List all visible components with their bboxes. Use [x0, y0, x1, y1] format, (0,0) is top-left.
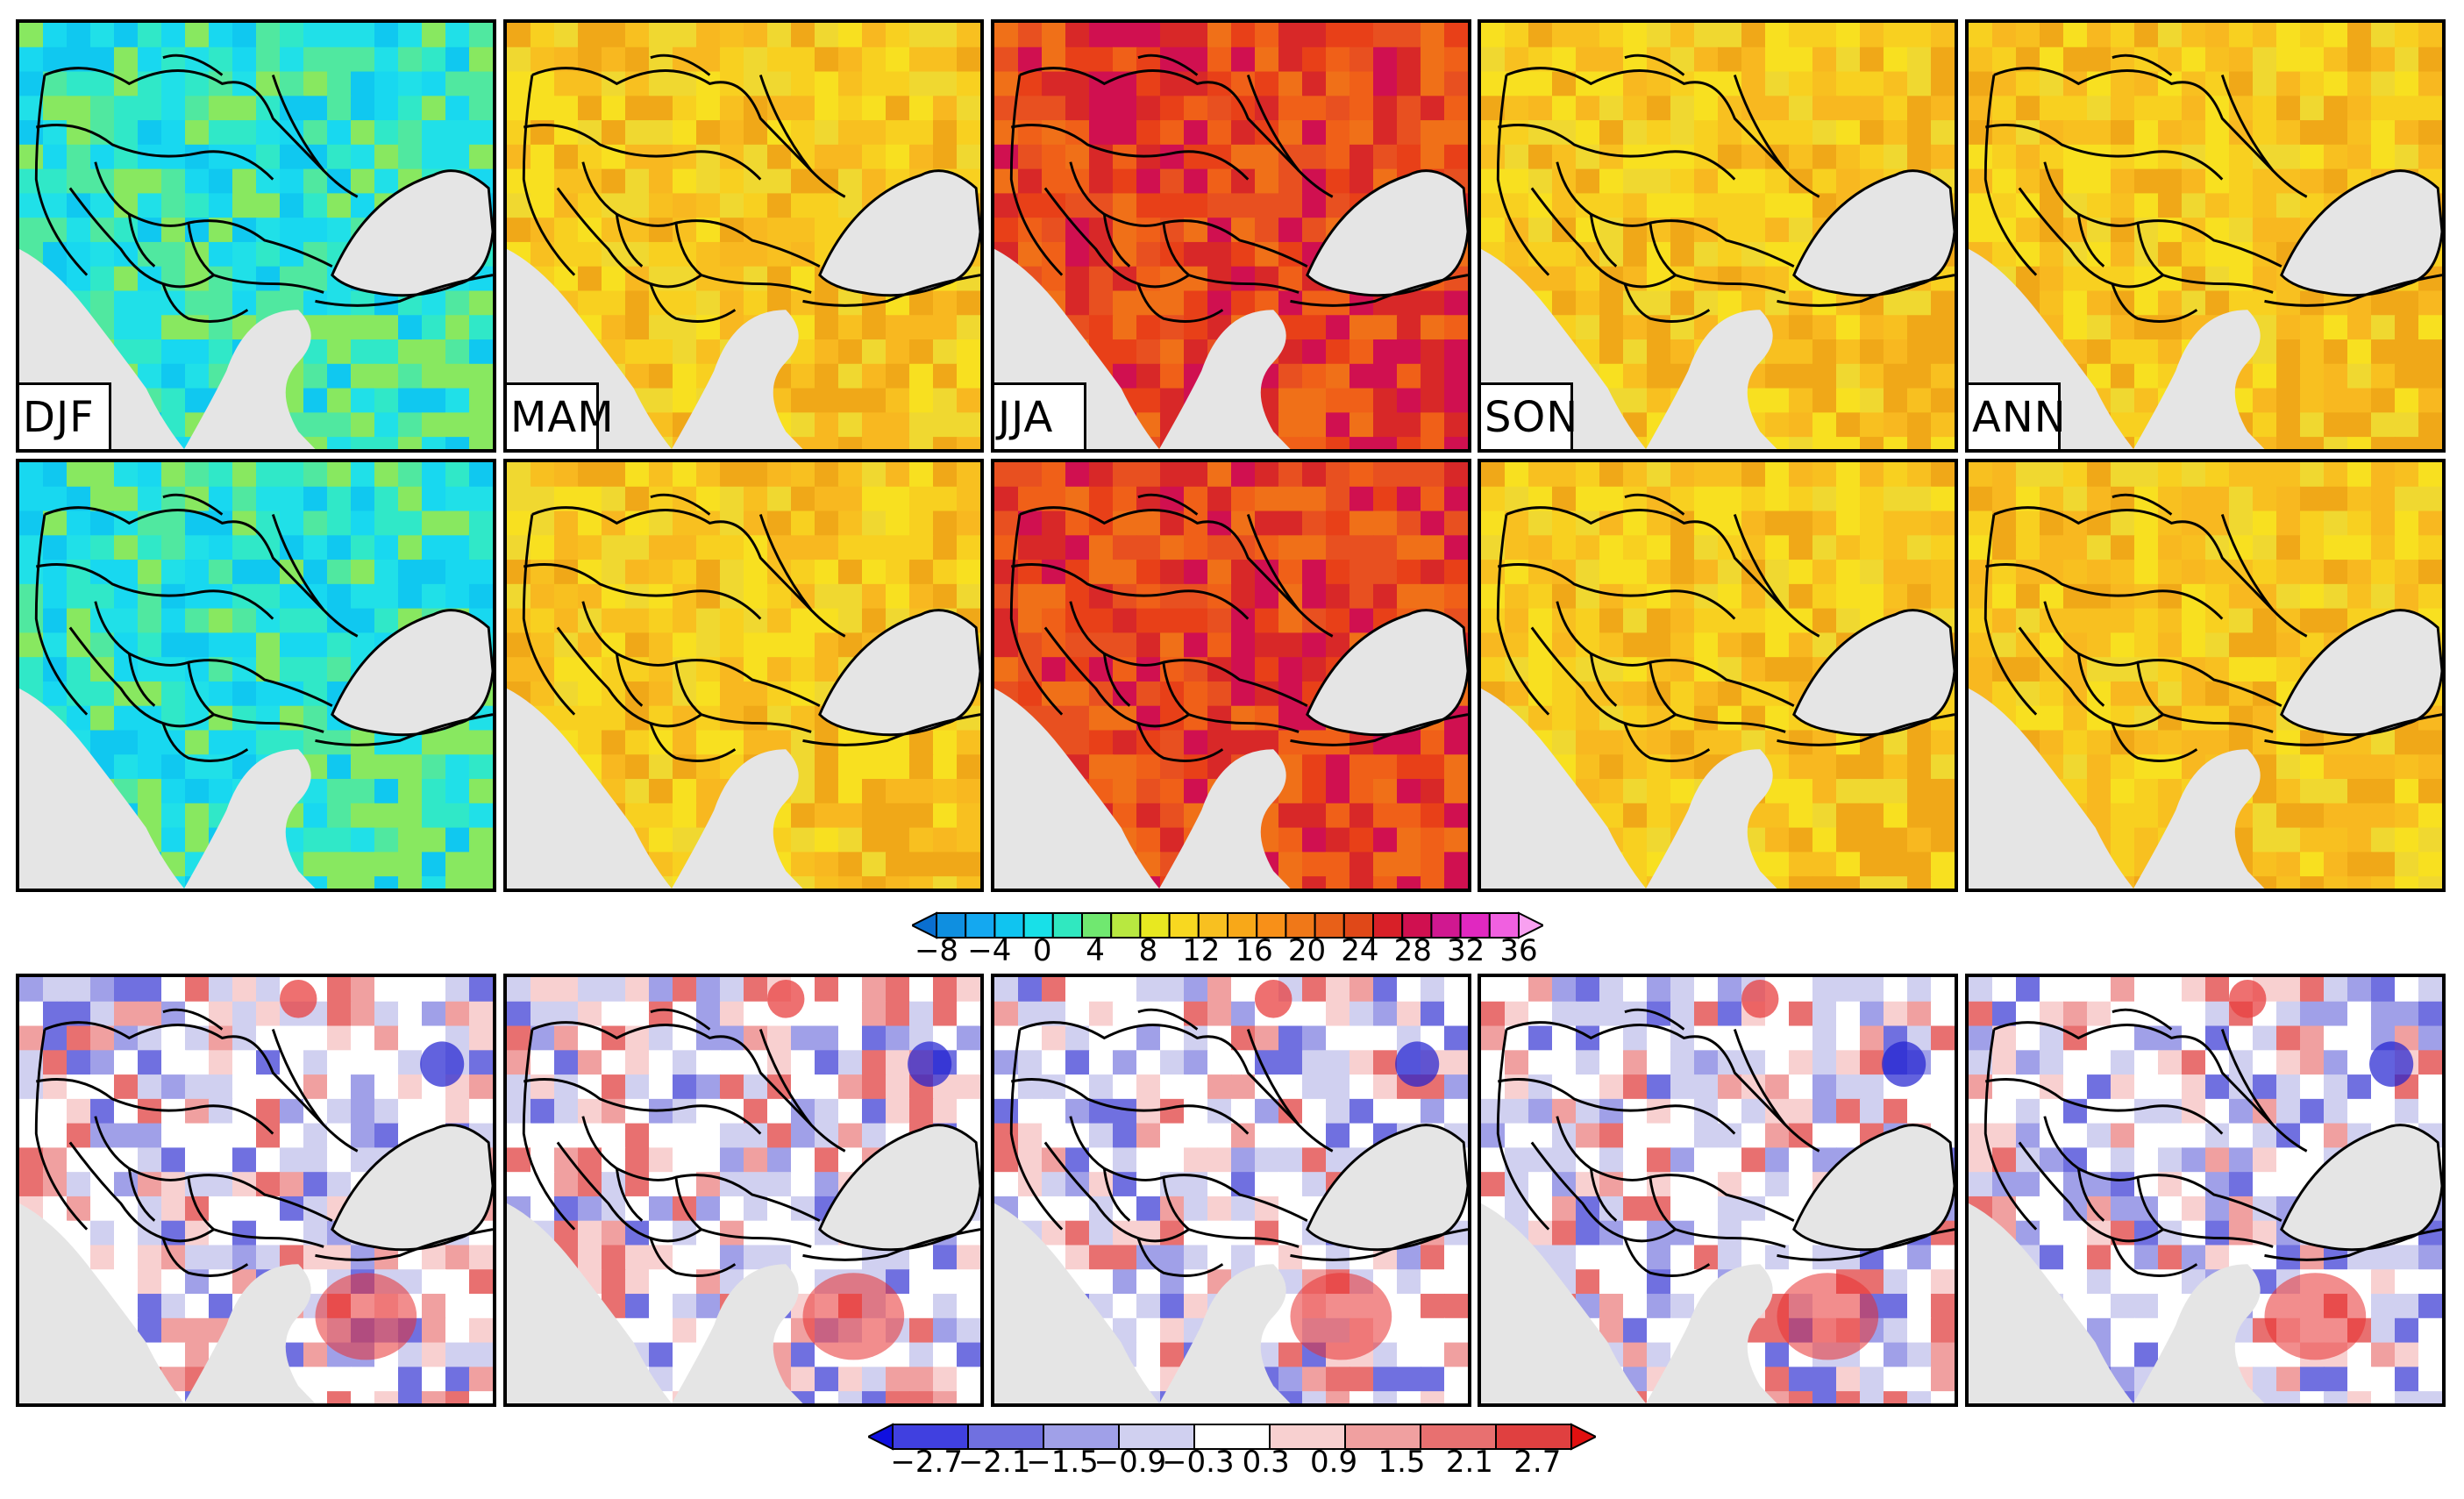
map-panel-top-row-son: SON	[1478, 19, 1958, 453]
colorbar-segment	[1081, 912, 1113, 939]
colorbar-segment	[965, 912, 996, 939]
map-panel-middle-row-son	[1478, 459, 1958, 892]
difference-colorbar	[865, 1419, 1599, 1454]
season-label-son: SON	[1481, 382, 1577, 449]
season-label-mam: MAM	[507, 382, 614, 449]
season-label-jja: JJA	[994, 382, 1086, 449]
colorbar-segment	[1420, 1424, 1497, 1450]
map-field	[1969, 977, 2442, 1403]
colorbar-segment	[1269, 1424, 1346, 1450]
map-panel-middle-row-ann	[1965, 459, 2446, 892]
colorbar-tick-label: −0.9	[1093, 1445, 1167, 1480]
colorbar-tick-label: −2.7	[890, 1445, 963, 1480]
colorbar-segment	[936, 912, 967, 939]
colorbar-tick-label: 36	[1499, 933, 1538, 968]
map-field	[19, 462, 493, 889]
colorbar-tick-label: −8	[914, 933, 959, 968]
colorbar-tick-label: 0.3	[1242, 1445, 1290, 1480]
season-label-ann: ANN	[1969, 382, 2066, 449]
map-panel-top-row-mam: MAM	[503, 19, 984, 453]
colorbar-tick-label: 16	[1235, 933, 1273, 968]
map-field	[1481, 977, 1955, 1403]
colorbar-tick-label: −4	[967, 933, 1012, 968]
colorbar-segment	[1139, 912, 1171, 939]
map-field	[1481, 462, 1955, 889]
colorbar-tick-label: 0	[1032, 933, 1052, 968]
colorbar-tick-label: 12	[1182, 933, 1221, 968]
map-field	[507, 462, 980, 889]
colorbar-tick-label: 8	[1138, 933, 1158, 968]
map-field	[994, 23, 1468, 449]
colorbar-segment	[1342, 912, 1374, 939]
colorbar-tick-label: 28	[1393, 933, 1432, 968]
map-field	[19, 977, 493, 1403]
colorbar-segment	[1372, 912, 1404, 939]
colorbar-segment	[1051, 912, 1084, 939]
temperature-colorbar	[909, 908, 1546, 943]
colorbar-tick-label: 4	[1086, 933, 1105, 968]
colorbar-tick-label: 0.9	[1310, 1445, 1358, 1480]
map-panel-bottom-row-mam	[503, 974, 984, 1407]
map-panel-middle-row-djf	[16, 459, 496, 892]
map-field	[19, 23, 493, 449]
colorbar-tick-label: −2.1	[958, 1445, 1031, 1480]
map-panel-bottom-row-jja	[991, 974, 1471, 1407]
colorbar-segment	[1344, 1424, 1421, 1450]
colorbar-tick-label: 20	[1287, 933, 1327, 968]
map-field	[994, 977, 1468, 1403]
map-panel-middle-row-jja	[991, 459, 1471, 892]
map-panel-middle-row-mam	[503, 459, 984, 892]
colorbar-segment	[967, 1424, 1044, 1450]
colorbar-segment	[1110, 912, 1142, 939]
colorbar-segment	[1430, 912, 1462, 939]
colorbar-left-extension	[865, 1423, 894, 1451]
map-field	[1969, 462, 2442, 889]
map-panel-bottom-row-djf	[16, 974, 496, 1407]
map-panel-bottom-row-ann	[1965, 974, 2446, 1407]
map-panel-top-row-ann: ANN	[1965, 19, 2446, 453]
colorbar-right-extension	[1570, 1423, 1599, 1451]
map-panel-top-row-jja: JJA	[991, 19, 1471, 453]
map-panel-top-row-djf: DJF	[16, 19, 496, 453]
colorbar-tick-label: 1.5	[1378, 1445, 1426, 1480]
colorbar-segment	[1495, 1424, 1572, 1450]
colorbar-tick-label: 2.7	[1513, 1445, 1562, 1480]
season-label-djf: DJF	[19, 382, 111, 449]
map-field	[507, 977, 980, 1403]
colorbar-tick-label: −1.5	[1026, 1445, 1099, 1480]
colorbar-segment	[993, 912, 1025, 939]
map-field	[994, 462, 1468, 889]
colorbar-tick-label: 32	[1446, 933, 1485, 968]
colorbar-right-extension	[1518, 911, 1546, 939]
colorbar-tick-label: −0.3	[1162, 1445, 1235, 1480]
map-field	[507, 23, 980, 449]
colorbar-segment	[1401, 912, 1433, 939]
map-panel-bottom-row-son	[1478, 974, 1958, 1407]
colorbar-tick-label: 24	[1341, 933, 1379, 968]
colorbar-tick-label: 2.1	[1445, 1445, 1493, 1480]
